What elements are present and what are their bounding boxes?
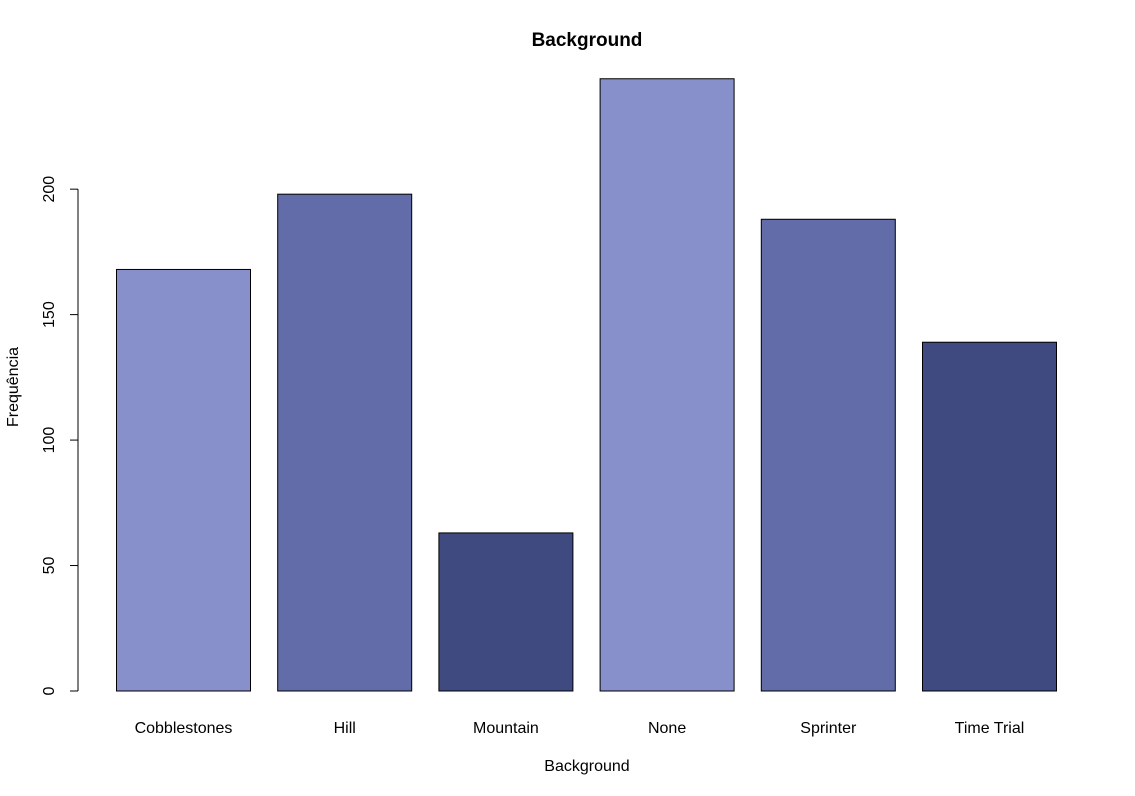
bar-sprinter <box>760 218 896 692</box>
bars-group <box>116 78 1057 692</box>
x-tick-label: Time Trial <box>955 720 1025 737</box>
x-tick-label: Sprinter <box>800 720 857 737</box>
bar-hill <box>277 193 413 692</box>
x-tick-label: Hill <box>334 720 356 737</box>
chart-title: Background <box>532 30 643 51</box>
x-axis-label: Background <box>544 758 629 775</box>
x-tick-labels: Cobblestones Hill Mountain None Sprinter Time… <box>135 720 1025 737</box>
x-tick-label: None <box>648 720 686 737</box>
y-axis-label: Frequência <box>5 347 22 427</box>
x-tick-label: Cobblestones <box>135 720 233 737</box>
bar-mountain <box>438 532 574 692</box>
y-tick-label: 100 <box>41 427 58 454</box>
y-tick-label: 0 <box>41 686 58 695</box>
y-axis: 0 50 100 150 200 <box>41 176 79 695</box>
x-tick-label: Mountain <box>473 720 539 737</box>
bar-time-trial <box>922 341 1057 692</box>
bar-cobblestones <box>116 268 251 692</box>
bar-none <box>599 78 735 692</box>
y-tick-label: 200 <box>41 176 58 203</box>
y-tick-label: 150 <box>41 301 58 328</box>
y-tick-label: 50 <box>41 557 58 575</box>
